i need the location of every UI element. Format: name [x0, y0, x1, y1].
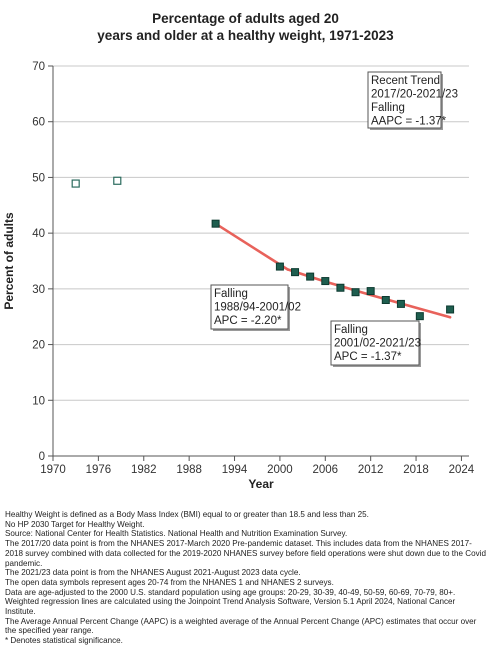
annotation-text: 1988/94-2001/02 [214, 302, 301, 314]
footnote-line: The 2021/23 data point is from the NHANE… [5, 568, 301, 578]
x-tick-label: 1970 [40, 464, 66, 476]
x-axis-title: Year [248, 477, 274, 491]
annotation-text: APC = -1.37* [334, 351, 402, 363]
chart-title: Percentage of adults aged 20 years and o… [20, 10, 471, 44]
annotation-frame [210, 284, 289, 330]
x-tick-label: 2018 [403, 464, 429, 476]
y-tick-label: 40 [32, 228, 45, 240]
data-points [71, 176, 455, 321]
footnote-line: No HP 2030 Target for Healthy Weight. [5, 519, 145, 529]
annotation-text: 2001/02-2021/23 [334, 338, 421, 350]
x-tick-label: 2012 [358, 464, 384, 476]
footnote-line: Healthy Weight is defined as a Body Mass… [5, 510, 369, 519]
x-tick-label: 1988 [176, 464, 202, 476]
x-axis-ticks: 1970 1976 1982 1988 1994 2000 2006 2012 2018 2024 [40, 456, 475, 476]
annotation-text: Falling [214, 288, 248, 300]
footnote-line: The 2017/20 data point is from the NHANE… [5, 539, 486, 568]
x-tick-label: 1982 [131, 464, 157, 476]
x-tick-label: 2024 [449, 464, 475, 476]
footnotes: Healthy Weight is defined as a Body Mass… [5, 510, 487, 646]
data-point [381, 296, 390, 304]
data-point-open [113, 176, 122, 185]
data-point [396, 299, 405, 308]
annotation-text: APC = -2.20* [214, 315, 282, 327]
y-tick-label: 50 [32, 172, 45, 184]
data-point [351, 288, 360, 297]
y-tick-label: 10 [32, 395, 45, 407]
annotation-text: Falling [371, 102, 405, 114]
footnote-line: * Denotes statistical significance. [5, 636, 123, 646]
annotation-text: Recent Trend [371, 75, 440, 87]
chart-title-line-1: Percentage of adults aged 20 [152, 11, 339, 26]
data-point [336, 283, 345, 292]
data-point [306, 272, 315, 281]
footnote-line: The open data symbols represent ages 20-… [5, 577, 334, 587]
plot-area [53, 66, 469, 456]
data-point [291, 268, 300, 277]
y-axis-title: Percent of adults [2, 212, 16, 310]
y-tick-label: 70 [32, 61, 45, 73]
x-tick-label: 1994 [222, 464, 248, 476]
x-tick-label: 1976 [86, 464, 112, 476]
trend-line [214, 222, 289, 271]
data-point [366, 287, 375, 296]
data-point-open [71, 179, 80, 188]
x-tick-label: 2000 [267, 464, 293, 476]
y-tick-label: 20 [32, 340, 45, 352]
annotation-text: AAPC = -1.37* [371, 116, 447, 128]
y-tick-label: 30 [32, 284, 45, 296]
annotation-frame [330, 320, 420, 366]
chart-title-line-2: years and older at a healthy weight, 197… [97, 28, 394, 43]
annotation-text: 2017/20-2021/23 [371, 89, 458, 101]
chart-svg: 0 10 20 30 40 50 60 70 1970 1976 1982 1988 1994 2000… [2, 61, 475, 491]
data-point [275, 262, 284, 271]
data-point [446, 305, 455, 314]
footnote-line: Weighted regression lines are calculated… [5, 597, 456, 617]
y-tick-label: 0 [39, 451, 45, 463]
annotation-frame [367, 71, 442, 129]
footnote-line: Data are age-adjusted to the 2000 U.S. s… [5, 587, 456, 597]
annotation-text: Falling [334, 324, 368, 336]
y-axis-ticks: 0 10 20 30 40 50 60 70 [32, 61, 53, 463]
data-point [321, 277, 330, 286]
data-point [211, 219, 220, 228]
data-point [415, 312, 424, 321]
y-tick-label: 60 [32, 117, 45, 129]
x-tick-label: 2006 [312, 464, 338, 476]
footnote-line: The Average Annual Percent Change (AAPC)… [5, 616, 477, 636]
footnote-line: Source: National Center for Health Stati… [5, 529, 348, 539]
